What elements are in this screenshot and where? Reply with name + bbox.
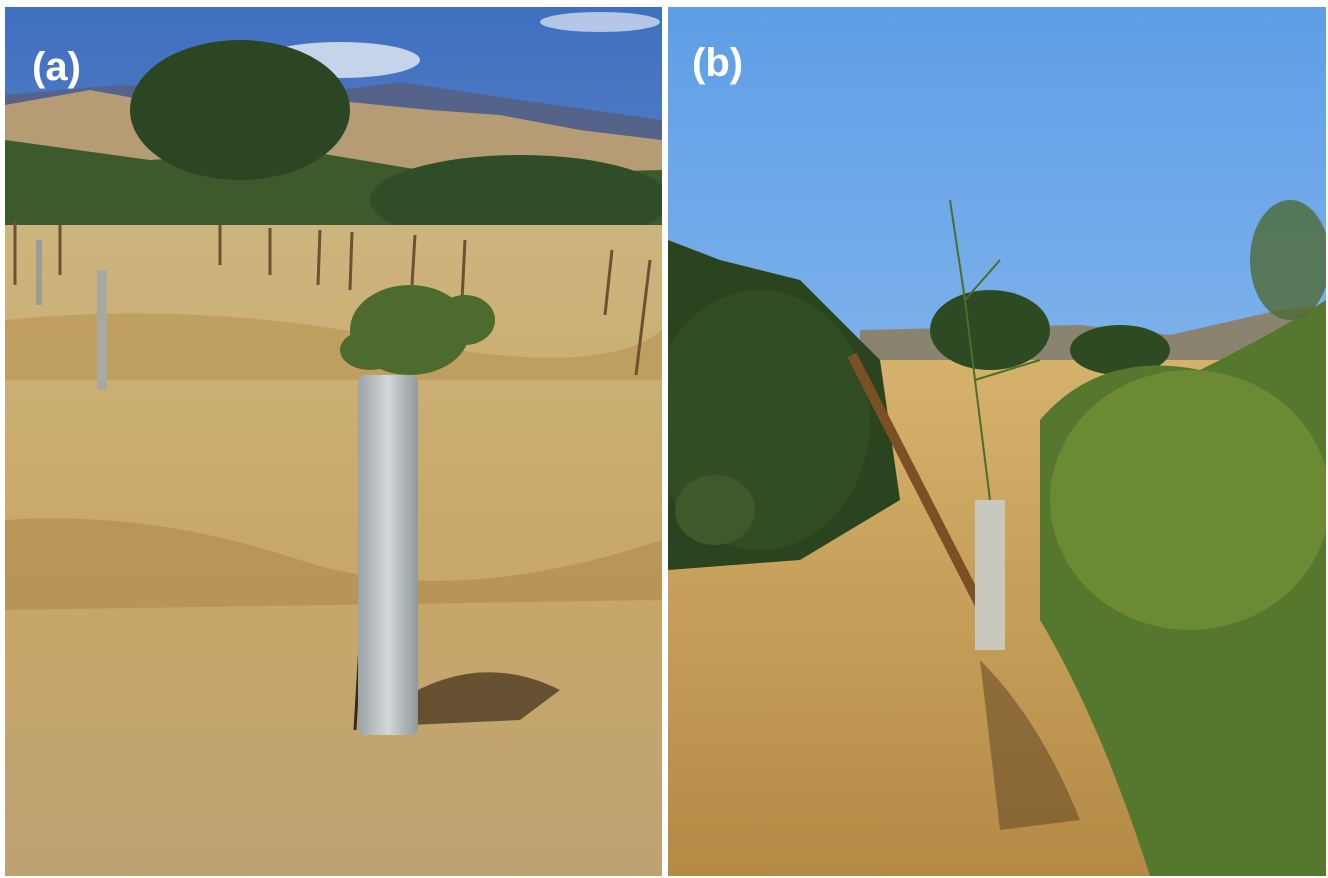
- figure: (a) (b): [0, 0, 1328, 878]
- panel-label: (b): [692, 41, 743, 85]
- panel-label: (a): [32, 45, 81, 89]
- page: (a) (b) (() => { const data = JSON.parse…: [0, 0, 1328, 878]
- photo-b: [650, 7, 1328, 876]
- photo-a: [5, 7, 670, 876]
